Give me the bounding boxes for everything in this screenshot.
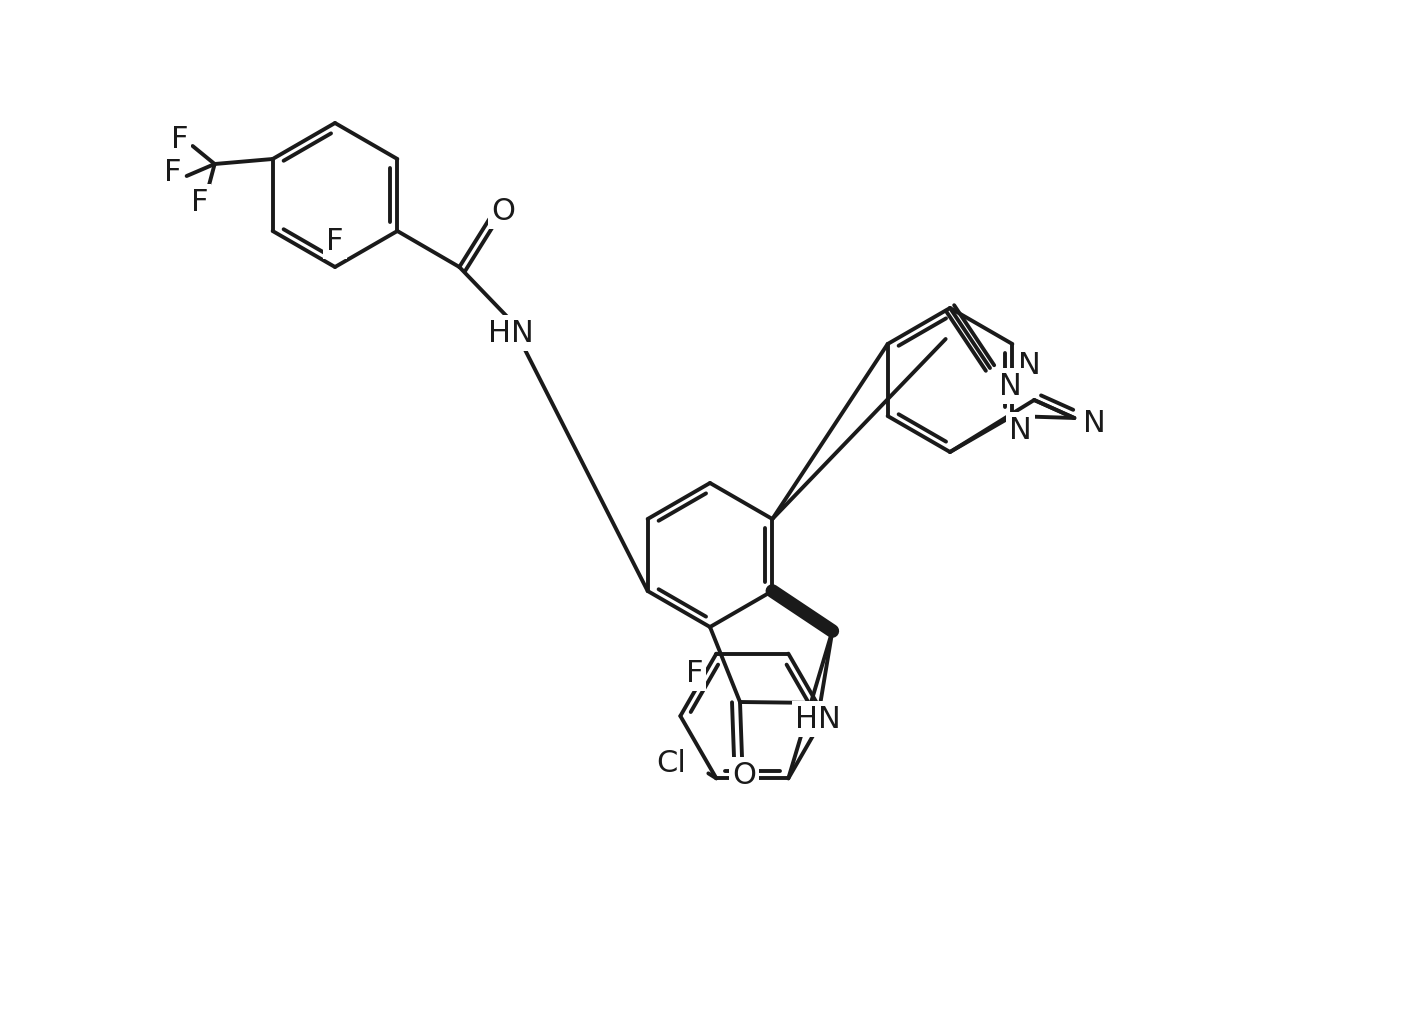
Text: F: F (686, 659, 703, 689)
Text: F: F (171, 124, 188, 154)
Text: HN: HN (488, 318, 535, 348)
Text: O: O (491, 196, 515, 226)
Text: HN: HN (795, 705, 842, 733)
Text: F: F (327, 227, 344, 255)
Text: N: N (1009, 416, 1032, 444)
Text: N: N (999, 371, 1022, 401)
Text: O: O (732, 761, 756, 789)
Text: F: F (191, 187, 208, 217)
Text: N: N (1082, 409, 1105, 437)
Text: N: N (1017, 351, 1040, 380)
Text: F: F (164, 158, 181, 186)
Text: Cl: Cl (657, 749, 686, 778)
